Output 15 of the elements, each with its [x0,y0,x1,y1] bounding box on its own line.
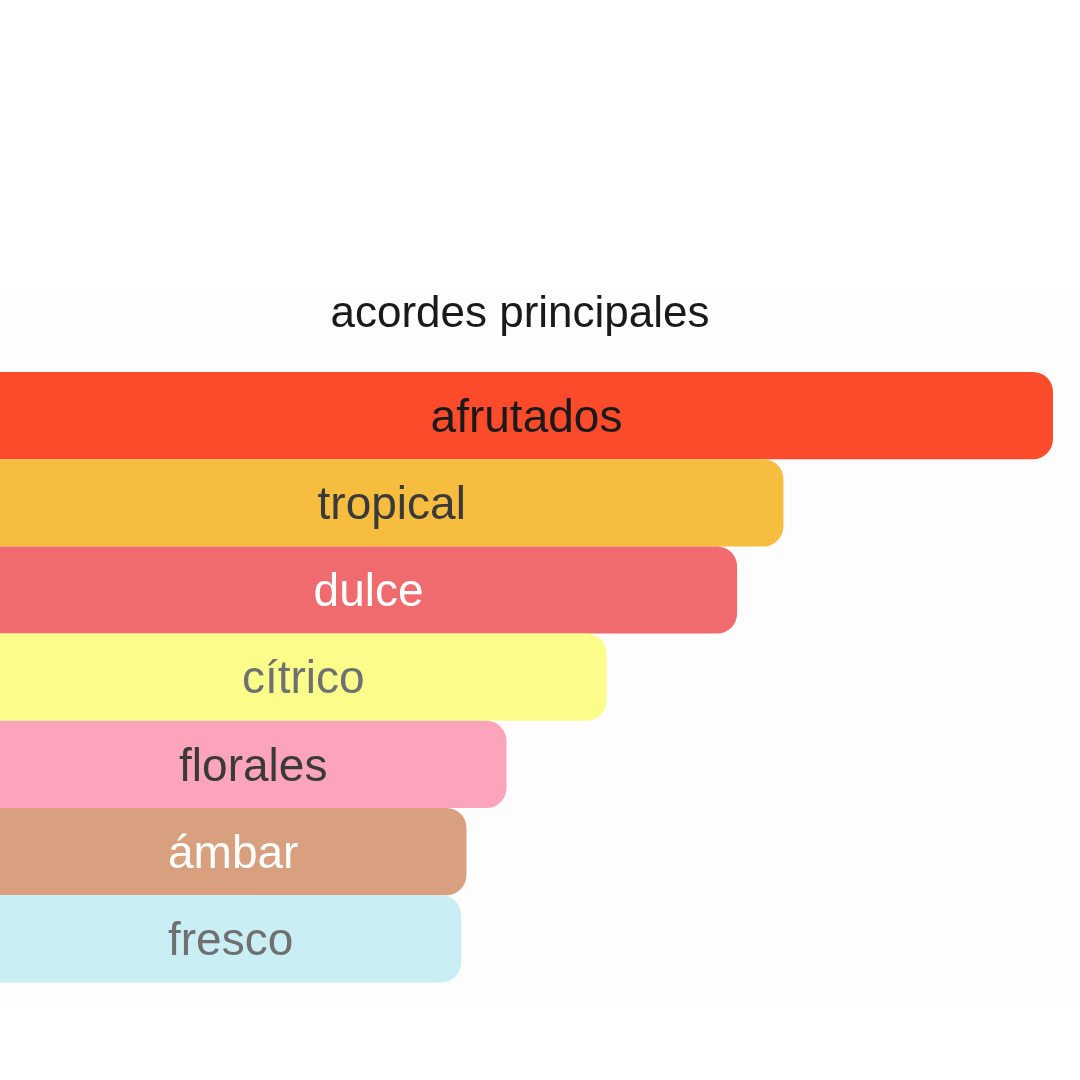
bar [0,459,784,547]
y-tick-label: afrutados [430,389,623,442]
bar [0,808,467,896]
bar [0,720,507,808]
y-tick-label: cítrico [241,651,365,704]
y-tick-label: ámbar [168,825,299,878]
bar [0,546,738,634]
chart-title: acordes principales [330,287,710,337]
bar [0,633,607,721]
bar [0,372,1053,460]
bar [0,895,462,983]
y-tick-label: tropical [317,476,466,529]
y-tick-label: florales [179,738,328,791]
y-tick-label: dulce [313,564,424,617]
y-tick-label: fresco [167,912,294,965]
